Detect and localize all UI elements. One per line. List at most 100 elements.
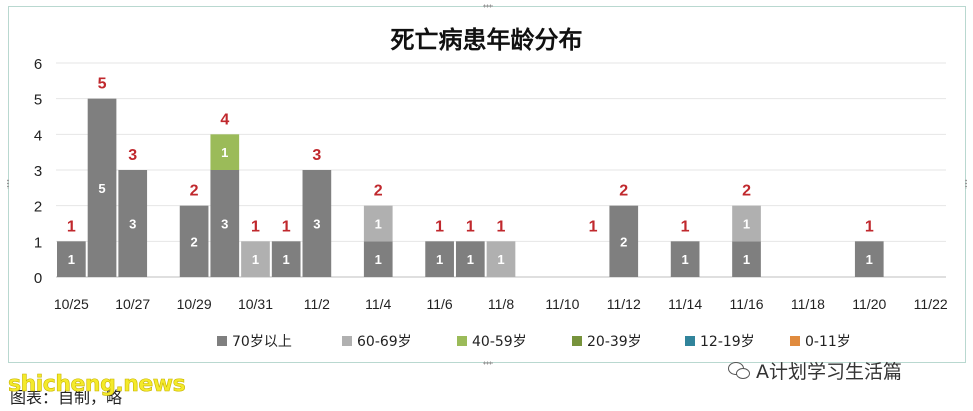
account-name: A计划学习生活篇 xyxy=(756,361,902,383)
bars: 1 1 5 5 3 3 2 2 3 1 4 1 1 1 1 3 3 1 1 2 1 1 1 1 1 1 1 2 2 1 1 1 1 2 1 1 xyxy=(57,76,884,278)
legend-item: 0-11岁 xyxy=(790,334,851,350)
x-tick-label: 11/20 xyxy=(852,296,886,312)
bar-segment xyxy=(854,241,884,277)
segment-label: 1 xyxy=(436,252,443,267)
resize-handle-top[interactable] xyxy=(483,4,493,8)
bar-segment xyxy=(302,170,332,277)
total-label: 1 xyxy=(282,218,291,235)
x-tick-label: 11/14 xyxy=(668,296,702,312)
total-label: 1 xyxy=(589,218,598,235)
segment-label: 3 xyxy=(129,217,136,232)
y-tick-label: 4 xyxy=(34,127,42,144)
segment-label: 2 xyxy=(190,234,197,249)
total-label: 1 xyxy=(67,218,76,235)
x-tick-label: 10/31 xyxy=(238,296,273,312)
total-label: 2 xyxy=(374,183,383,200)
total-label: 1 xyxy=(466,218,475,235)
legend-item: 12-19岁 xyxy=(685,334,755,350)
bar-segment xyxy=(210,134,240,170)
x-tick-label: 11/22 xyxy=(914,296,948,312)
y-tick-label: 0 xyxy=(34,270,42,287)
legend-label: 60-69岁 xyxy=(357,334,412,350)
x-tick-label: 11/6 xyxy=(427,296,453,312)
chart-title: 死亡病患年龄分布 xyxy=(390,26,583,54)
bar-segment xyxy=(363,205,393,242)
segment-label: 3 xyxy=(221,217,228,232)
legend-item: 60-69岁 xyxy=(342,334,412,350)
legend-swatch xyxy=(217,336,227,346)
segment-label: 1 xyxy=(467,252,474,267)
total-label: 3 xyxy=(312,147,321,164)
legend-swatch xyxy=(342,336,352,346)
chart-frame xyxy=(6,4,968,365)
segment-label: 1 xyxy=(743,217,750,232)
bar-segment xyxy=(271,241,301,277)
watermark: shicheng.news xyxy=(8,372,186,398)
legend-label: 20-39岁 xyxy=(587,334,642,350)
x-tick-label: 11/2 xyxy=(304,296,330,312)
resize-handle-left[interactable] xyxy=(6,179,10,189)
bar-segment xyxy=(241,241,270,277)
x-tick-label: 11/4 xyxy=(365,296,391,312)
x-axis: 10/25 10/27 10/29 10/31 11/2 11/4 11/6 11/8 11/1… xyxy=(54,296,948,312)
legend-swatch xyxy=(457,336,467,346)
segment-label: 1 xyxy=(375,217,382,232)
legend-item: 40-59岁 xyxy=(457,334,527,350)
x-tick-label: 11/16 xyxy=(730,296,764,312)
x-tick-label: 11/10 xyxy=(545,296,579,312)
segment-label: 1 xyxy=(221,145,228,160)
bar-segment xyxy=(118,170,148,277)
legend-label: 40-59岁 xyxy=(472,334,527,350)
total-label: 1 xyxy=(435,218,444,235)
legend-swatch xyxy=(790,336,800,346)
bar-segment xyxy=(179,205,209,277)
legend-item: 70岁以上 xyxy=(217,334,292,350)
total-label: 4 xyxy=(220,111,229,128)
bar-segment xyxy=(425,241,454,277)
segment-label: 2 xyxy=(620,234,627,249)
legend-swatch xyxy=(685,336,695,346)
bar-segment xyxy=(210,170,240,277)
segment-label: 1 xyxy=(743,252,750,267)
legend-label: 12-19岁 xyxy=(700,334,755,350)
y-tick-label: 1 xyxy=(34,234,42,251)
segment-label: 1 xyxy=(375,252,382,267)
wechat-icon xyxy=(728,361,750,380)
x-tick-label: 11/8 xyxy=(488,296,514,312)
total-label: 2 xyxy=(619,183,628,200)
y-tick-label: 2 xyxy=(34,199,42,216)
x-tick-label: 10/29 xyxy=(177,296,212,312)
legend-item: 20-39岁 xyxy=(572,334,642,350)
legend-swatch xyxy=(572,336,582,346)
bar-segment xyxy=(363,241,393,277)
bar-segment xyxy=(732,205,761,242)
x-tick-label: 10/27 xyxy=(115,296,150,312)
y-tick-label: 3 xyxy=(34,163,42,180)
total-label: 1 xyxy=(865,218,874,235)
total-label: 5 xyxy=(98,76,107,93)
legend-label: 0-11岁 xyxy=(805,334,851,350)
bar-segment xyxy=(670,241,700,277)
bar-segment xyxy=(486,241,516,277)
y-tick-label: 6 xyxy=(34,56,42,73)
segment-label: 1 xyxy=(497,252,504,267)
segment-label: 1 xyxy=(252,252,259,267)
resize-handle-right[interactable] xyxy=(964,179,968,189)
x-tick-label: 10/25 xyxy=(54,296,89,312)
segment-label: 1 xyxy=(283,252,290,267)
resize-handle-bottom[interactable] xyxy=(483,361,493,365)
legend-label: 70岁以上 xyxy=(232,334,292,350)
wechat-account: A计划学习生活篇 xyxy=(728,357,902,384)
segment-label: 1 xyxy=(68,252,75,267)
x-tick-label: 11/12 xyxy=(607,296,641,312)
legend: 70岁以上 60-69岁 40-59岁 20-39岁 12-19岁 0-11岁 xyxy=(217,334,851,350)
total-label: 1 xyxy=(681,218,690,235)
bar-segment xyxy=(609,205,639,277)
segment-label: 1 xyxy=(682,252,689,267)
segment-label: 5 xyxy=(98,181,105,196)
bar-segment xyxy=(732,241,761,277)
y-tick-label: 5 xyxy=(34,92,42,109)
total-label: 1 xyxy=(497,218,506,235)
segment-label: 3 xyxy=(313,217,320,232)
